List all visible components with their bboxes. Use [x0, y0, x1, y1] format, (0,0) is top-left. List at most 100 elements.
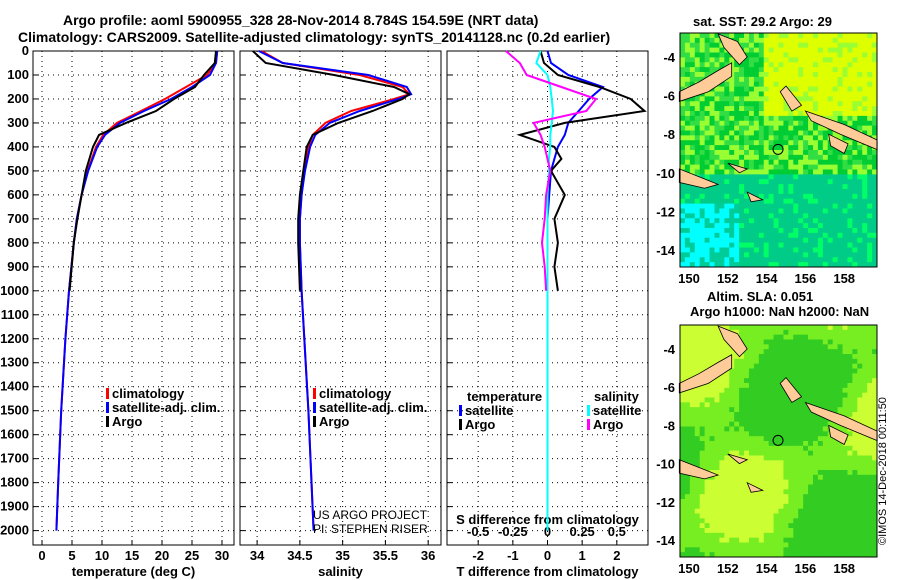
- map-cell: [872, 57, 878, 63]
- map-cell: [739, 125, 745, 131]
- map-cell: [748, 159, 755, 166]
- map-cell: [778, 547, 784, 553]
- map-cell: [704, 159, 711, 166]
- map-cell: [783, 334, 789, 340]
- map-cell: [729, 470, 735, 476]
- map-cell: [763, 450, 770, 456]
- map-cell: [817, 189, 824, 195]
- map-cell: [798, 513, 804, 519]
- map-cell: [734, 397, 740, 403]
- map-cell: [822, 426, 829, 432]
- map-cell: [847, 81, 853, 88]
- map-cell: [734, 547, 740, 553]
- map-cell: [842, 450, 848, 456]
- map-cell: [812, 213, 819, 219]
- map-cell: [852, 508, 858, 514]
- map-cell: [744, 499, 750, 505]
- map-cell: [847, 325, 853, 331]
- map-cell: [744, 503, 750, 510]
- map-cell: [734, 474, 740, 481]
- map-cell: [783, 57, 789, 63]
- map-cell: [852, 47, 858, 53]
- map-cell: [827, 407, 834, 413]
- map-cell: [808, 91, 814, 97]
- map-cell: [734, 67, 740, 73]
- map-cell: [783, 150, 789, 156]
- map-cell: [724, 189, 730, 195]
- y-tick-label: 1700: [0, 451, 29, 466]
- map-cell: [709, 523, 715, 529]
- map-cell: [758, 106, 765, 112]
- map-cell: [689, 42, 696, 49]
- map-cell: [699, 37, 706, 44]
- map-cell: [694, 416, 701, 423]
- map-cell: [684, 237, 691, 244]
- map-cell: [704, 528, 711, 534]
- map-cell: [862, 392, 868, 398]
- map-cell: [773, 455, 779, 461]
- map-cell: [862, 412, 868, 418]
- map-cell: [778, 198, 784, 205]
- map-cell: [832, 252, 839, 258]
- map-cell: [704, 232, 711, 239]
- map-cell: [837, 470, 844, 476]
- map-cell: [842, 154, 848, 161]
- map-cell: [857, 513, 863, 519]
- map-cell: [729, 499, 735, 505]
- map-cell: [812, 445, 819, 452]
- map-cell: [847, 208, 853, 214]
- map-cell: [739, 86, 745, 92]
- map-cell: [778, 402, 784, 408]
- map-cell: [793, 455, 799, 461]
- legend-swatch: [313, 416, 316, 427]
- map-cell: [857, 101, 863, 107]
- map-cell: [832, 232, 839, 239]
- map-cell: [817, 416, 824, 423]
- map-cell: [680, 218, 686, 224]
- map-cell: [773, 208, 779, 214]
- map-cell: [852, 86, 858, 92]
- map-cell: [753, 542, 760, 548]
- map-cell: [827, 96, 834, 102]
- map-cell: [719, 416, 725, 423]
- map-cell: [837, 179, 844, 185]
- map-cell: [812, 358, 819, 365]
- map-cell: [680, 101, 686, 107]
- map-cell: [714, 552, 720, 558]
- map-cell: [832, 257, 839, 263]
- map-cell: [798, 154, 804, 161]
- map-cell: [773, 57, 779, 63]
- map-cell: [748, 329, 755, 336]
- map-cell: [694, 426, 701, 432]
- map-cell: [753, 130, 760, 136]
- map-cell: [744, 67, 750, 73]
- map-cell: [748, 179, 755, 185]
- map-cell: [857, 484, 863, 490]
- map-cell: [763, 368, 770, 374]
- map-cell: [748, 86, 755, 92]
- map-cell: [724, 528, 730, 534]
- map-cell: [714, 140, 720, 146]
- map-cell: [768, 465, 775, 471]
- map-cell: [832, 67, 839, 73]
- map-cell: [709, 397, 715, 403]
- map-cell: [857, 344, 863, 350]
- map-cell: [744, 373, 750, 379]
- map-cell: [783, 37, 789, 44]
- map-cell: [744, 193, 750, 200]
- map-cell: [773, 445, 779, 452]
- legend-swatch: [106, 388, 109, 399]
- map-cell: [842, 62, 848, 68]
- map-cell: [803, 470, 809, 476]
- map-cell: [872, 101, 878, 107]
- map-cell: [680, 42, 686, 49]
- map-cell: [808, 445, 814, 452]
- map-cell: [753, 86, 760, 92]
- map-cell: [852, 484, 858, 490]
- map-cell: [739, 412, 745, 418]
- map-cell: [827, 237, 834, 244]
- x-tick-label: 2: [613, 548, 620, 563]
- map-cell: [832, 150, 839, 156]
- map-cell: [793, 484, 799, 490]
- map-cell: [729, 426, 735, 432]
